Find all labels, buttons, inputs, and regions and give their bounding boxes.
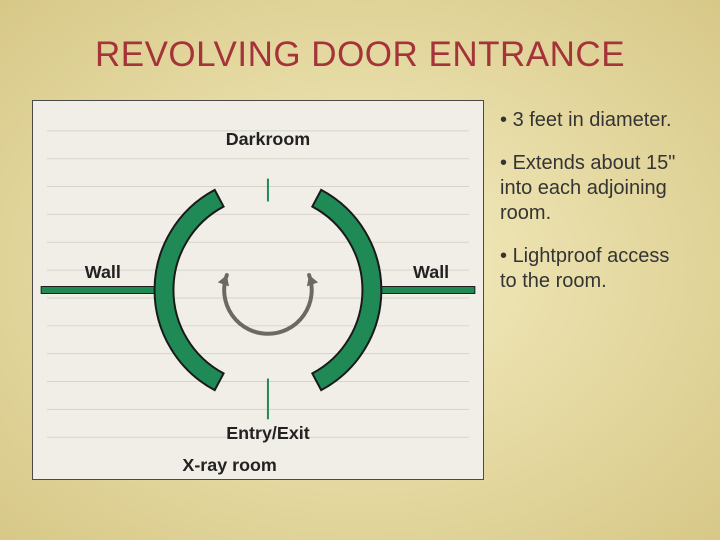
svg-text:Wall: Wall — [85, 262, 121, 282]
slide: REVOLVING DOOR ENTRANCE Darkroom Wall Wall… — [0, 0, 720, 540]
slide-title: REVOLVING DOOR ENTRANCE — [0, 35, 720, 75]
svg-text:Entry/Exit: Entry/Exit — [226, 423, 310, 443]
bullet-item: Extends about 15" into each adjoining ro… — [500, 151, 690, 226]
diagram-container: Darkroom Wall Wall Entry/Exit X-ray room — [32, 100, 484, 480]
bullet-item: Lightproof access to the room. — [500, 244, 690, 294]
svg-text:Darkroom: Darkroom — [226, 129, 311, 149]
bullet-item: 3 feet in diameter. — [500, 108, 690, 133]
revolving-door-diagram: Darkroom Wall Wall Entry/Exit X-ray room — [33, 101, 483, 479]
bullet-list: 3 feet in diameter. Extends about 15" in… — [500, 108, 690, 312]
svg-text:X-ray room: X-ray room — [182, 455, 276, 475]
svg-text:Wall: Wall — [413, 262, 449, 282]
